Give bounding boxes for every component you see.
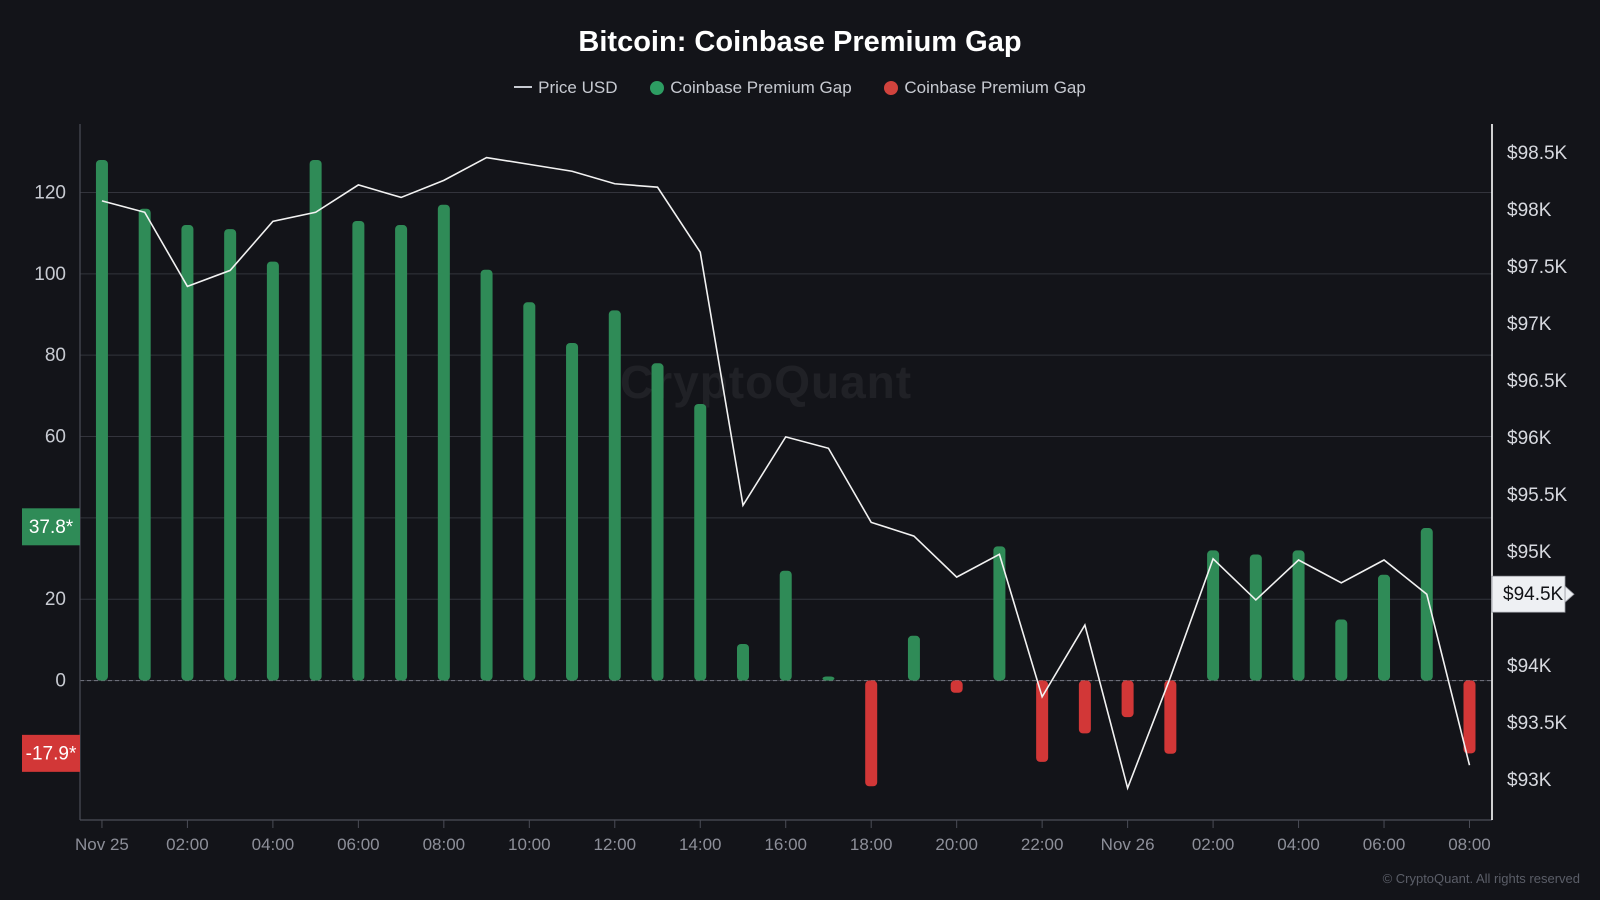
svg-text:04:00: 04:00 <box>1277 835 1320 854</box>
svg-text:$98.5K: $98.5K <box>1507 143 1568 164</box>
svg-text:60: 60 <box>45 427 66 448</box>
svg-text:20:00: 20:00 <box>935 835 978 854</box>
svg-text:$95K: $95K <box>1507 542 1552 563</box>
svg-text:$97K: $97K <box>1507 314 1552 335</box>
svg-text:18:00: 18:00 <box>850 835 893 854</box>
svg-text:$98K: $98K <box>1507 200 1552 221</box>
svg-text:$97.5K: $97.5K <box>1507 257 1568 278</box>
svg-text:120: 120 <box>34 182 66 203</box>
svg-text:10:00: 10:00 <box>508 835 551 854</box>
svg-text:$94.5K: $94.5K <box>1503 584 1564 605</box>
svg-text:Nov 26: Nov 26 <box>1101 835 1155 854</box>
svg-text:$93.5K: $93.5K <box>1507 713 1568 734</box>
svg-text:20: 20 <box>45 589 66 610</box>
svg-text:08:00: 08:00 <box>423 835 466 854</box>
svg-text:12:00: 12:00 <box>594 835 637 854</box>
svg-text:06:00: 06:00 <box>1363 835 1406 854</box>
svg-text:-17.9*: -17.9* <box>26 743 77 764</box>
svg-text:16:00: 16:00 <box>764 835 807 854</box>
svg-text:04:00: 04:00 <box>252 835 295 854</box>
svg-text:100: 100 <box>34 264 66 285</box>
svg-text:22:00: 22:00 <box>1021 835 1064 854</box>
svg-text:$96.5K: $96.5K <box>1507 371 1568 392</box>
svg-text:08:00: 08:00 <box>1448 835 1491 854</box>
svg-text:Nov 25: Nov 25 <box>75 835 129 854</box>
svg-text:14:00: 14:00 <box>679 835 722 854</box>
svg-text:0: 0 <box>55 671 66 692</box>
svg-text:$94K: $94K <box>1507 656 1552 677</box>
svg-text:02:00: 02:00 <box>1192 835 1235 854</box>
svg-text:$96K: $96K <box>1507 428 1552 449</box>
svg-text:37.8*: 37.8* <box>29 517 74 538</box>
svg-text:06:00: 06:00 <box>337 835 380 854</box>
svg-text:$93K: $93K <box>1507 770 1552 791</box>
svg-text:80: 80 <box>45 345 66 366</box>
svg-text:$95.5K: $95.5K <box>1507 485 1568 506</box>
svg-text:02:00: 02:00 <box>166 835 209 854</box>
